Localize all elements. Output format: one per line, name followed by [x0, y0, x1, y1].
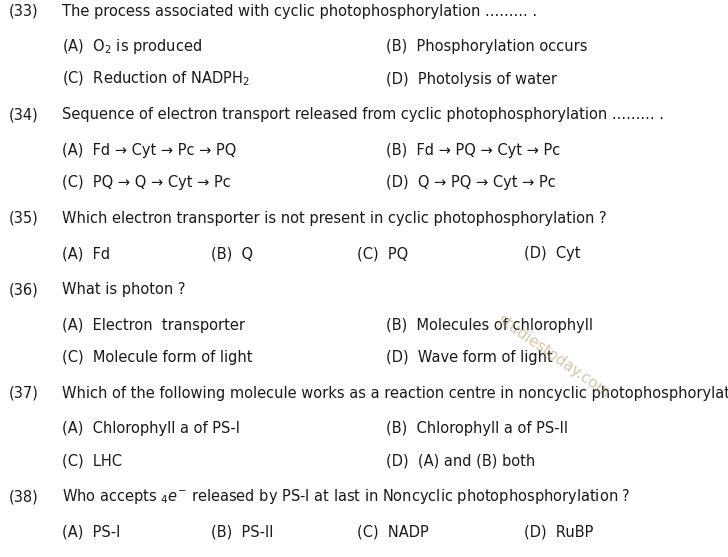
Text: (D)  Q → PQ → Cyt → Pc: (D) Q → PQ → Cyt → Pc	[386, 175, 555, 190]
Text: (A)  Chlorophyll a of PS-I: (A) Chlorophyll a of PS-I	[62, 421, 240, 436]
Text: Sequence of electron transport released from cyclic photophosphorylation .......: Sequence of electron transport released …	[62, 107, 664, 122]
Text: Which of the following molecule works as a reaction centre in noncyclic photopho: Which of the following molecule works as…	[62, 385, 728, 400]
Text: (B)  Phosphorylation occurs: (B) Phosphorylation occurs	[386, 39, 587, 54]
Text: (C)  Reduction of NADPH$_2$: (C) Reduction of NADPH$_2$	[62, 70, 250, 88]
Text: (C)  Molecule form of light: (C) Molecule form of light	[62, 350, 253, 365]
Text: (35): (35)	[9, 211, 39, 226]
Text: (B)  Chlorophyll a of PS-II: (B) Chlorophyll a of PS-II	[386, 421, 568, 436]
Text: (A)  O$_2$ is produced: (A) O$_2$ is produced	[62, 37, 202, 56]
Text: Which electron transporter is not present in cyclic photophosphorylation ?: Which electron transporter is not presen…	[62, 211, 606, 226]
Text: (A)  Fd → Cyt → Pc → PQ: (A) Fd → Cyt → Pc → PQ	[62, 143, 237, 158]
Text: (B)  Q: (B) Q	[211, 246, 253, 261]
Text: (D)  (A) and (B) both: (D) (A) and (B) both	[386, 453, 535, 468]
Text: (37): (37)	[9, 385, 39, 400]
Text: (A)  PS-I: (A) PS-I	[62, 525, 120, 540]
Text: (D)  RuBP: (D) RuBP	[524, 525, 593, 540]
Text: studiestoday.com: studiestoday.com	[494, 312, 612, 401]
Text: (D)  Cyt: (D) Cyt	[524, 246, 581, 261]
Text: (B)  Molecules of chlorophyll: (B) Molecules of chlorophyll	[386, 317, 593, 333]
Text: (C)  PQ: (C) PQ	[357, 246, 408, 261]
Text: (38): (38)	[9, 489, 39, 504]
Text: (A)  Electron  transporter: (A) Electron transporter	[62, 317, 245, 333]
Text: (D)  Photolysis of water: (D) Photolysis of water	[386, 71, 557, 86]
Text: (33): (33)	[9, 3, 39, 18]
Text: Who accepts $_{4}e^{-}$ released by PS-I at last in Noncyclic photophosphorylati: Who accepts $_{4}e^{-}$ released by PS-I…	[62, 487, 630, 506]
Text: (36): (36)	[9, 282, 39, 297]
Text: (A)  Fd: (A) Fd	[62, 246, 110, 261]
Text: (B)  PS-II: (B) PS-II	[211, 525, 274, 540]
Text: (C)  NADP: (C) NADP	[357, 525, 429, 540]
Text: (B)  Fd → PQ → Cyt → Pc: (B) Fd → PQ → Cyt → Pc	[386, 143, 560, 158]
Text: What is photon ?: What is photon ?	[62, 282, 186, 297]
Text: (D)  Wave form of light: (D) Wave form of light	[386, 350, 553, 365]
Text: The process associated with cyclic photophosphorylation ......... .: The process associated with cyclic photo…	[62, 3, 537, 18]
Text: (C)  LHC: (C) LHC	[62, 453, 122, 468]
Text: (34): (34)	[9, 107, 39, 122]
Text: (C)  PQ → Q → Cyt → Pc: (C) PQ → Q → Cyt → Pc	[62, 175, 231, 190]
